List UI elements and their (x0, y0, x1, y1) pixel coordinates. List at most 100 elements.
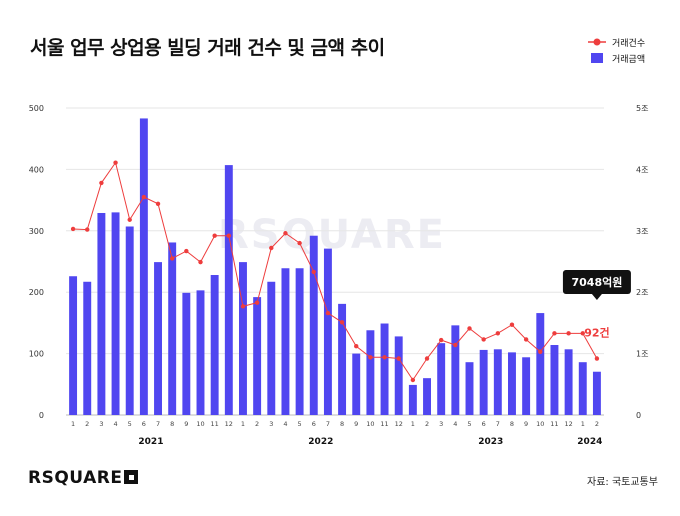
x-tick-label: 3 (269, 420, 273, 428)
legend-line-symbol (588, 36, 606, 48)
bar (253, 297, 262, 415)
x-tick-label: 12 (564, 420, 572, 428)
bar (97, 212, 106, 415)
logo-mark-icon (124, 470, 139, 484)
bar (451, 325, 460, 415)
count-callout-label: 92건 (584, 326, 609, 340)
bar (295, 268, 304, 415)
count-point (339, 320, 345, 325)
count-point (141, 194, 147, 200)
legend-label-count: 거래건수 (612, 38, 646, 49)
bar (210, 275, 219, 415)
bar (592, 371, 601, 415)
count-point (184, 248, 189, 254)
count-point (523, 337, 529, 342)
bar (479, 349, 488, 415)
bar (111, 212, 120, 415)
bar (139, 118, 148, 416)
left-tick-label: 100 (29, 350, 44, 359)
count-point (297, 240, 302, 246)
bar (196, 290, 205, 415)
right-tick-label: 4조 (636, 165, 648, 174)
bar (522, 357, 531, 415)
x-tick-label: 7 (496, 420, 500, 428)
left-tick-label: 300 (29, 227, 44, 236)
bar (154, 262, 162, 415)
x-tick-label: 4 (453, 420, 457, 428)
x-tick-label: 2 (85, 420, 89, 428)
x-tick-label: 8 (170, 420, 174, 428)
bar (408, 384, 417, 415)
right-tick-label: 0 (636, 411, 641, 420)
x-tick-label: 9 (354, 420, 358, 428)
bar (508, 352, 516, 415)
x-tick-label: 2 (255, 420, 259, 428)
bar (394, 336, 403, 415)
x-tick-label: 1 (411, 420, 415, 428)
bar (366, 330, 375, 415)
bar (239, 262, 247, 415)
logo-text: RSQUARE (28, 468, 123, 488)
count-point (155, 201, 161, 206)
count-point (424, 356, 430, 361)
x-tick-label: 6 (312, 420, 316, 428)
count-line (73, 161, 598, 381)
x-tick-label: 8 (510, 420, 514, 428)
count-point (594, 356, 600, 361)
bar (83, 281, 92, 415)
right-tick-label: 5조 (636, 104, 648, 113)
count-point (396, 356, 401, 361)
count-point (212, 233, 217, 238)
count-point (538, 349, 543, 354)
legend-item-amount: 거래금액 (588, 50, 645, 66)
chart-title: 서울 업무 상업용 빌딩 거래 건수 및 금액 추이 (30, 37, 385, 59)
x-tick-label: 7 (326, 420, 330, 428)
count-point (127, 217, 132, 222)
count-point (354, 344, 359, 349)
count-point (509, 322, 515, 327)
year-label: 2024 (577, 437, 602, 447)
x-tick-label: 3 (439, 420, 443, 428)
left-tick-label: 400 (29, 165, 44, 174)
bar (493, 349, 502, 415)
right-tick-label: 1조 (636, 350, 648, 359)
count-point (325, 310, 331, 316)
count-point (169, 256, 175, 261)
x-tick-label: 11 (550, 420, 558, 428)
count-point (70, 226, 76, 232)
x-tick-label: 1 (71, 420, 75, 428)
legend: 거래건수 거래금액 (588, 34, 645, 66)
bar (437, 343, 446, 415)
bar (550, 345, 559, 415)
year-label: 2021 (138, 437, 163, 447)
x-tick-label: 10 (196, 420, 204, 428)
bar (465, 362, 474, 415)
x-tick-label: 10 (536, 420, 544, 428)
count-point (495, 331, 501, 336)
x-tick-label: 5 (128, 420, 132, 428)
amount-callout-box (562, 270, 631, 294)
count-point (566, 331, 571, 336)
x-tick-label: 10 (366, 420, 374, 428)
bar (323, 248, 332, 415)
count-point (240, 304, 246, 309)
bar (125, 226, 134, 415)
count-point (438, 337, 444, 343)
source-note: 자료: 국토교통부 (587, 477, 658, 488)
x-tick-label: 5 (467, 420, 471, 428)
bar (423, 378, 431, 415)
x-tick-label: 5 (298, 420, 302, 428)
count-point (269, 245, 274, 251)
x-tick-label: 9 (524, 420, 528, 428)
amount-callout-label: 7048억원 (571, 275, 622, 289)
count-point (99, 180, 104, 186)
count-point (467, 326, 472, 331)
bar (224, 165, 233, 415)
count-point (410, 377, 416, 383)
x-tick-label: 6 (482, 420, 486, 428)
count-point (311, 269, 316, 275)
x-tick-label: 2 (425, 420, 429, 428)
x-tick-label: 12 (225, 420, 233, 428)
count-point (226, 233, 232, 238)
